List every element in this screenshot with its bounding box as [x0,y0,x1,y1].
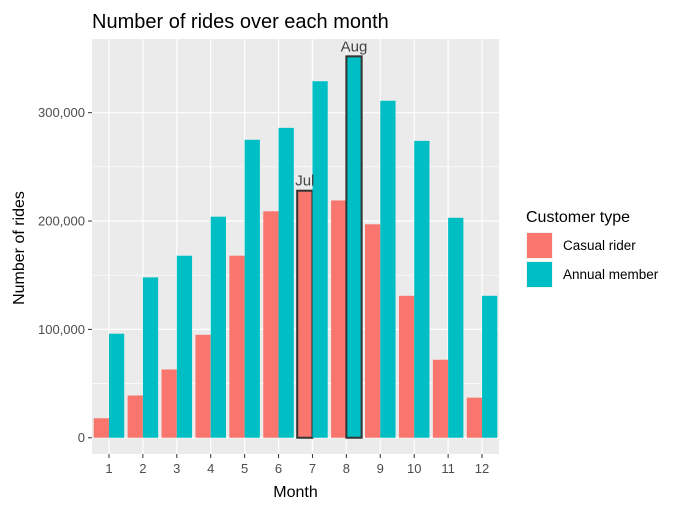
x-axis-label: Month [273,484,317,501]
bar-annual-member-12 [482,295,498,438]
x-tick-label: 11 [441,461,455,476]
bar-annual-member-9 [380,100,396,438]
bar-casual-rider-8 [331,200,347,438]
x-tick-label: 1 [105,461,112,476]
bar-annual-member-7 [312,81,328,438]
bar-annual-member-5 [244,139,260,438]
x-tick-label: 2 [139,461,146,476]
annotation-label-jul: Jul [295,173,314,190]
bar-casual-rider-7 [296,189,314,439]
bar-casual-rider-11 [432,359,449,438]
legend-label: Casual rider [563,238,636,253]
bar-annual-member-6 [278,127,294,438]
plot-panel [92,39,499,454]
y-axis: 0 100,000 200,000 300,000 [38,105,92,445]
bar-casual-rider-12 [466,397,483,438]
legend: Customer type Casual rider Annual member [526,209,659,288]
x-tick-label: 6 [275,461,282,476]
x-tick-label: 8 [343,461,350,476]
x-tick-label: 7 [309,461,316,476]
bar-casual-rider-1 [93,418,109,438]
bar-casual-rider-9 [365,224,381,438]
x-tick-label: 5 [241,461,248,476]
bar-annual-member-3 [176,255,193,438]
y-axis-label: Number of rides [11,191,28,305]
bar-annual-member-2 [142,277,159,438]
annotation-label-aug: Aug [341,38,368,55]
annotations: Jul Aug [295,38,367,189]
y-tick-label: 300,000 [38,105,85,120]
x-tick-label: 12 [475,461,489,476]
legend-label: Annual member [563,267,659,282]
legend-swatch [527,233,552,258]
x-tick-label: 9 [377,461,384,476]
x-axis: 1 2 3 4 5 6 7 8 9 10 11 12 [105,454,489,476]
bar-annual-member-8 [345,55,363,439]
bar-casual-rider-5 [229,255,245,438]
x-tick-label: 10 [407,461,421,476]
y-tick-label: 200,000 [38,214,85,229]
bar-casual-rider-2 [127,395,143,438]
bar-annual-member-1 [108,333,125,438]
bar-annual-member-10 [414,140,430,438]
y-tick-label: 0 [78,430,85,445]
bars [93,55,498,439]
chart-title: Number of rides over each month [92,11,389,33]
legend-title: Customer type [526,209,630,226]
x-tick-label: 4 [207,461,214,476]
bar-casual-rider-4 [195,334,211,438]
bar-casual-rider-3 [161,369,177,438]
bar-annual-member-4 [210,216,226,438]
bar-casual-rider-6 [263,211,279,438]
bar-casual-rider-10 [398,295,415,438]
y-tick-label: 100,000 [38,322,85,337]
bar-annual-member-11 [448,217,464,438]
x-tick-label: 3 [173,461,180,476]
legend-swatch [527,262,552,287]
